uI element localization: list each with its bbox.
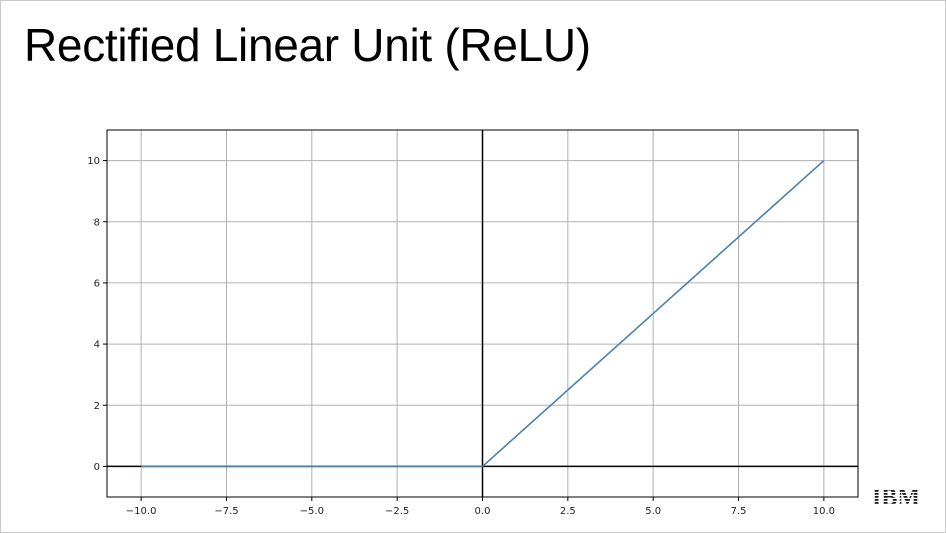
y-tick-label: 10 (87, 156, 100, 167)
y-tick-label: 2 (94, 401, 100, 412)
reference-lines (107, 130, 858, 497)
x-tick-label: 10.0 (813, 506, 835, 517)
series-layer (141, 159, 825, 468)
relu-series-line (141, 159, 825, 468)
x-tick-label: −2.5 (385, 506, 409, 517)
x-tick-label: −10.0 (126, 506, 157, 517)
y-tick-label: 4 (94, 340, 100, 351)
ibm-logo: IBM (872, 485, 920, 508)
tick-layer: −10.0 −7.5 −5.0 −2.5 0.0 2.5 5.0 7.5 10.0 0 2 4 6 8 10 (87, 156, 835, 517)
x-tick-label: 0.0 (475, 506, 491, 517)
x-tick-label: 5.0 (645, 506, 661, 517)
x-tick-label: −7.5 (214, 506, 238, 517)
slide-title: Rectified Linear Unit (ReLU) (24, 19, 591, 71)
y-tick-label: 8 (94, 217, 100, 228)
y-tick-label: 6 (94, 278, 100, 289)
x-tick-label: 2.5 (560, 506, 576, 517)
x-tick-label: 7.5 (731, 506, 747, 517)
y-tick-label: 0 (94, 462, 100, 473)
x-tick-label: −5.0 (300, 506, 324, 517)
ibm-logo-text: IBM (872, 485, 920, 508)
